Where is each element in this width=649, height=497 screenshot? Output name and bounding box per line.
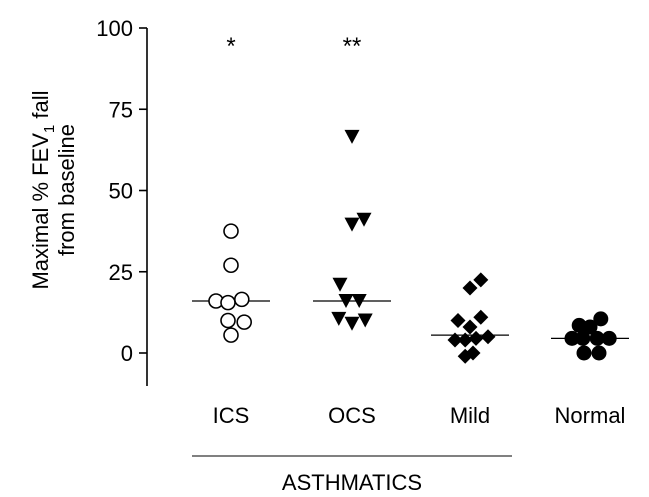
data-point-normal [593,311,609,327]
data-point-normal [589,330,605,346]
data-point-ics [223,327,239,343]
data-point-ocs [344,129,360,144]
data-point-normal [591,345,607,361]
data-point-mild [480,329,496,345]
data-point-ocs [344,217,360,232]
data-point-ocs [332,277,348,292]
data-point-mild [462,280,478,296]
y-tick-label: 25 [109,260,133,285]
data-points [208,129,617,364]
significance-marker: ** [343,33,362,60]
data-point-normal [582,319,598,335]
category-label-mild: Mild [450,403,490,428]
data-point-mild [462,319,478,335]
category-labels: ICS OCS Mild Normal [213,403,626,428]
data-point-mild [473,309,489,325]
category-label-normal: Normal [555,403,626,428]
data-point-normal [575,330,591,346]
data-point-ics [223,257,239,274]
data-point-mild [447,332,463,348]
y-tick-label: 0 [121,341,133,366]
y-axis-label-line1: Maximal % FEV1 fall [28,90,58,289]
y-axis-label-line2: from baseline [54,124,79,256]
data-point-mild [457,332,473,348]
y-tick-label: 100 [96,16,133,41]
data-point-normal [576,345,592,361]
data-point-ocs [357,313,373,328]
data-point-ics [220,294,236,311]
data-point-ics [220,312,236,329]
data-point-ocs [338,294,354,308]
significance-labels: * ** [226,33,361,60]
y-ticks: 0 25 50 75 100 [96,16,147,366]
data-point-mild [468,330,484,346]
data-point-ics [234,291,250,308]
data-point-ics [236,314,252,330]
data-point-ocs [331,311,347,326]
data-point-ocs [351,294,367,308]
data-point-mild [450,313,466,328]
y-axis-label-subscript: 1 [41,125,58,133]
significance-marker: * [226,33,235,60]
category-label-ics: ICS [213,403,250,428]
data-point-normal [601,330,617,346]
data-point-normal [564,330,580,346]
category-label-ocs: OCS [328,403,376,428]
data-point-mild [457,348,473,364]
y-tick-label: 75 [109,97,133,122]
data-point-ocs [356,212,372,227]
y-tick-label: 50 [109,179,133,204]
data-point-ocs [344,316,360,331]
data-point-mild [473,272,489,288]
data-point-ics [223,223,239,239]
group-label: ASTHMATICS [282,470,422,495]
median-lines [192,300,629,339]
